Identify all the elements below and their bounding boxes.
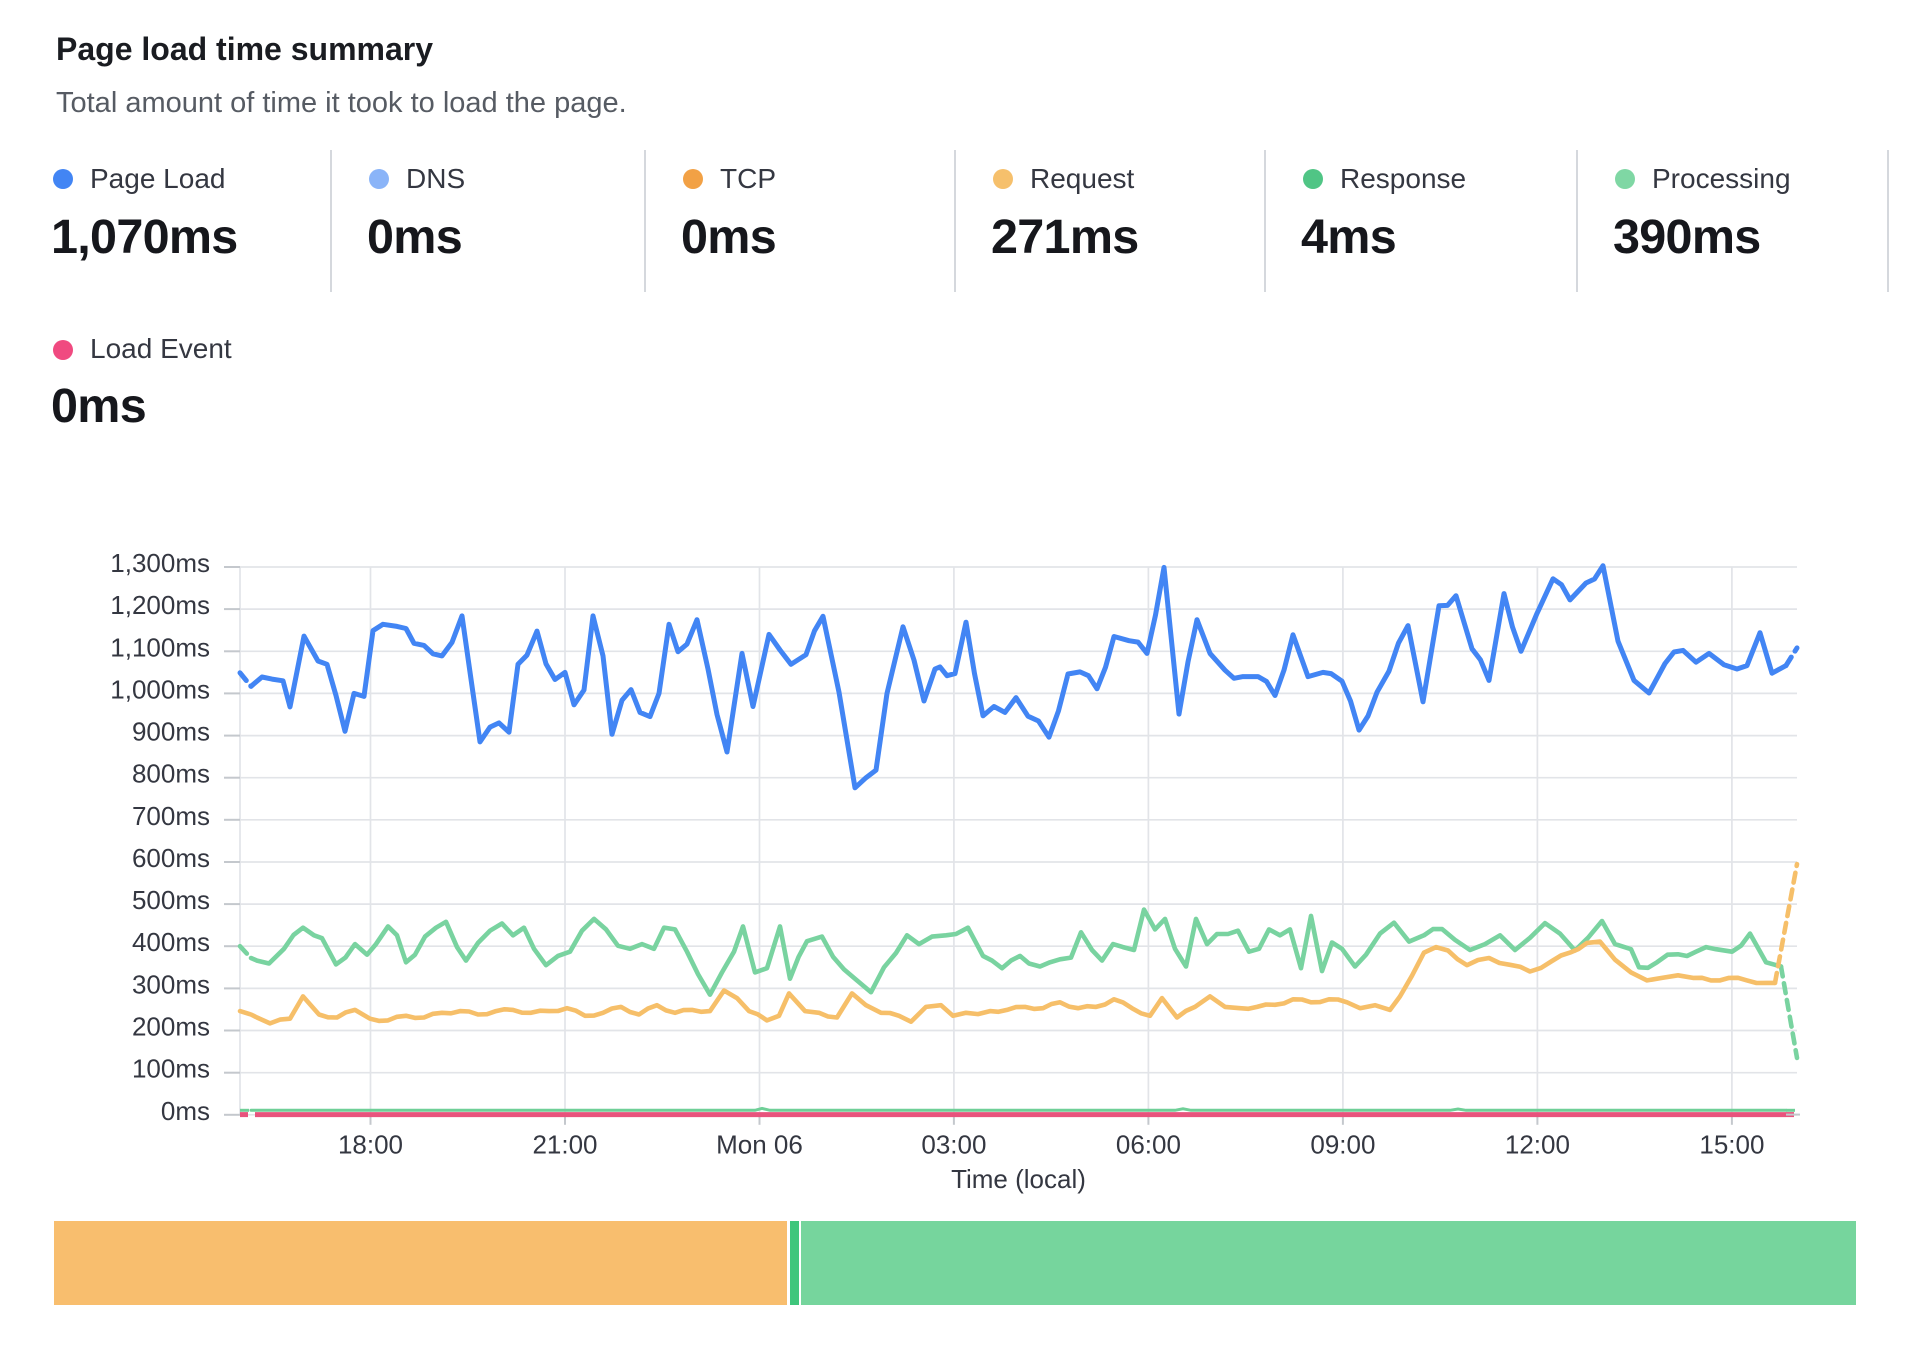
- svg-text:1,200ms: 1,200ms: [110, 590, 210, 620]
- svg-text:15:00: 15:00: [1699, 1130, 1764, 1160]
- svg-text:Mon 06: Mon 06: [716, 1130, 803, 1160]
- svg-text:09:00: 09:00: [1310, 1130, 1375, 1160]
- svg-text:700ms: 700ms: [132, 801, 210, 831]
- svg-text:300ms: 300ms: [132, 969, 210, 999]
- svg-text:600ms: 600ms: [132, 843, 210, 873]
- svg-text:1,000ms: 1,000ms: [110, 674, 210, 704]
- svg-text:800ms: 800ms: [132, 759, 210, 789]
- svg-text:06:00: 06:00: [1116, 1130, 1181, 1160]
- svg-text:900ms: 900ms: [132, 717, 210, 747]
- svg-text:400ms: 400ms: [132, 927, 210, 957]
- svg-text:18:00: 18:00: [338, 1130, 403, 1160]
- svg-text:0ms: 0ms: [161, 1096, 210, 1126]
- svg-text:Time (local): Time (local): [951, 1164, 1086, 1194]
- svg-text:12:00: 12:00: [1505, 1130, 1570, 1160]
- svg-text:03:00: 03:00: [921, 1130, 986, 1160]
- svg-text:500ms: 500ms: [132, 885, 210, 915]
- svg-text:200ms: 200ms: [132, 1012, 210, 1042]
- svg-text:100ms: 100ms: [132, 1054, 210, 1084]
- svg-text:21:00: 21:00: [532, 1130, 597, 1160]
- svg-text:1,300ms: 1,300ms: [110, 548, 210, 578]
- svg-text:1,100ms: 1,100ms: [110, 632, 210, 662]
